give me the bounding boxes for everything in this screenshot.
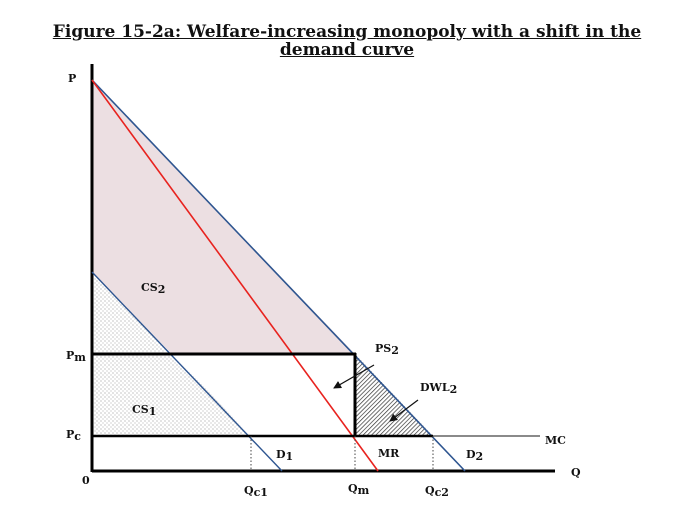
d1-label: D1 — [276, 448, 293, 463]
mc-label: MC — [545, 434, 566, 447]
qc1-label: Qc1 — [244, 484, 268, 499]
ps2-label: PS2 — [375, 342, 399, 357]
pc-label: Pc — [66, 428, 81, 443]
pm-label: Pm — [66, 349, 86, 364]
x-axis-label: Q — [571, 466, 581, 479]
cs2-label: CS2 — [141, 281, 165, 296]
y-axis-label: P — [68, 72, 76, 85]
cs1-label: CS1 — [132, 403, 156, 418]
dwl2-label: DWL2 — [420, 381, 457, 396]
dwl2-area — [355, 354, 433, 436]
qc2-label: Qc2 — [425, 484, 449, 499]
d2-label: D2 — [466, 448, 483, 463]
mr-label: MR — [378, 447, 400, 460]
qm-label: Qm — [348, 482, 370, 497]
origin-label: 0 — [82, 474, 90, 487]
